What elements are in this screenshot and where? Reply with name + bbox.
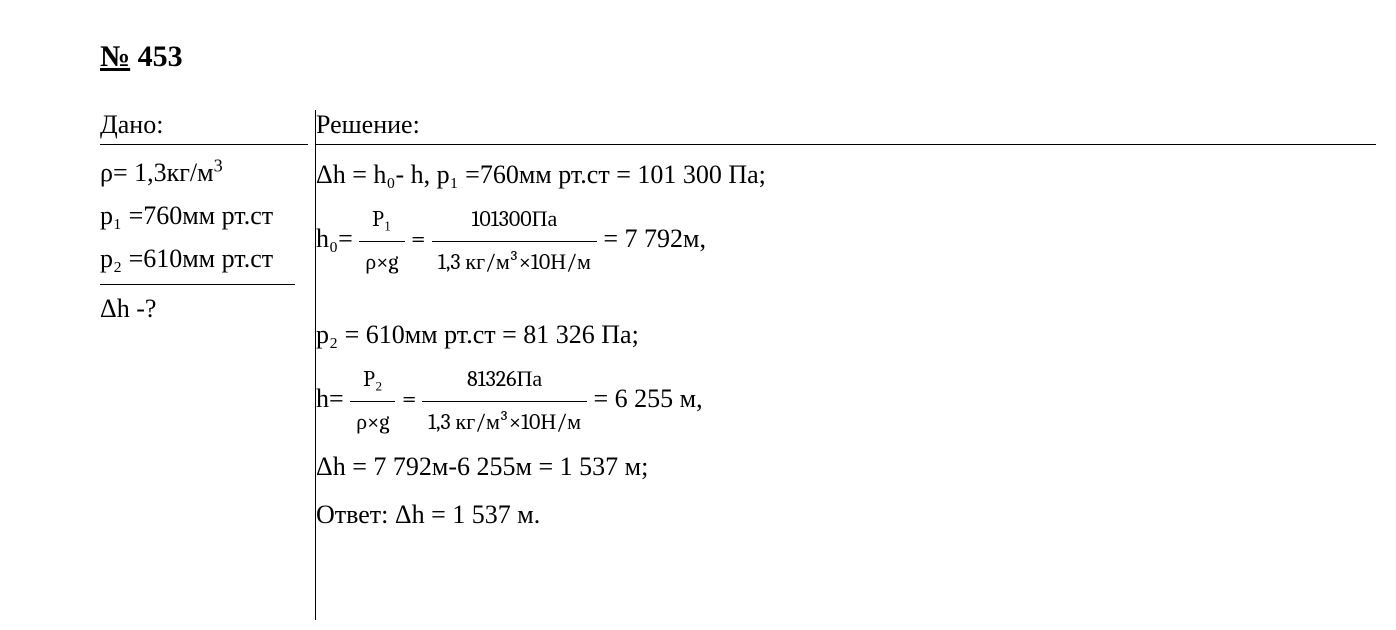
gap [316,285,1396,313]
given-column: Дано: ρ= 1,3кг/м3 p₁ =760мм рт.ст p₂ =61… [100,110,315,332]
solution-column: Решение: Δh = h₀- h, p₁ =760мм рт.ст = 1… [316,110,1396,541]
given-p1: p₁ =760мм рт.ст [100,196,315,235]
h-frac1-den: ρ×g [350,402,395,441]
solution-p2-line: p₂ = 610мм рт.ст = 81 326 Па; [316,313,1396,357]
solution-h0-line: h₀= P₁ ρ×g = 101300Па 1,3 кг/м³×10Н/м = … [316,201,1396,281]
solution-answer: Ответ: Δh = 1 537 м. [316,493,1396,537]
h-frac2-num: 81326Па [422,361,587,401]
solution-line1: Δh = h₀- h, p₁ =760мм рт.ст = 101 300 Па… [316,153,1396,197]
rho-exponent: 3 [214,155,223,175]
problem-title: № 453 [100,40,1396,74]
h0-lhs: h₀= [316,224,359,253]
given-body: ρ= 1,3кг/м3 p₁ =760мм рт.ст p₂ =610мм рт… [100,145,315,328]
solution-body: Δh = h₀- h, p₁ =760мм рт.ст = 101 300 Па… [316,145,1396,537]
given-p2: p₂ =610мм рт.ст [100,239,315,278]
h0-frac1-num: P₁ [359,201,404,241]
solution-header: Решение: [316,110,1376,145]
h-result: = 6 255 м, [594,384,703,413]
h0-frac1: P₁ ρ×g [359,201,404,281]
solution-delta-line: Δh = 7 792м-6 255м = 1 537 м; [316,445,1396,489]
h-eq1: = [402,384,422,414]
h0-frac2-den: 1,3 кг/м³×10Н/м [432,242,597,281]
h-frac2: 81326Па 1,3 кг/м³×10Н/м [422,361,587,441]
h0-frac2-num: 101300Па [432,201,597,241]
rho-text: ρ= 1,3кг/м [100,158,214,187]
title-prefix: № [100,40,130,73]
h-frac1-num: P₂ [350,361,395,401]
h-lhs: h= [316,384,350,413]
title-spacer [130,40,138,73]
h0-result: = 7 792м, [603,224,706,253]
problem-layout: Дано: ρ= 1,3кг/м3 p₁ =760мм рт.ст p₂ =61… [100,110,1396,620]
given-rho: ρ= 1,3кг/м3 [100,153,315,192]
given-header: Дано: [100,110,308,145]
h-label: h [316,384,329,413]
h-frac2-den: 1,3 кг/м³×10Н/м [422,402,587,441]
h0-eq1: = [411,224,425,254]
h0-frac2: 101300Па 1,3 кг/м³×10Н/м [432,201,597,281]
given-separator [100,284,295,285]
solution-h-line: h= P₂ ρ×g = 81326Па 1,3 кг/м³×10Н/м = 6 … [316,361,1396,441]
title-number: 453 [138,40,183,73]
given-find: Δh -? [100,289,315,328]
h0-frac1-den: ρ×g [359,242,404,281]
h-frac1: P₂ ρ×g [350,361,395,441]
h0-label: h₀ [316,224,338,253]
